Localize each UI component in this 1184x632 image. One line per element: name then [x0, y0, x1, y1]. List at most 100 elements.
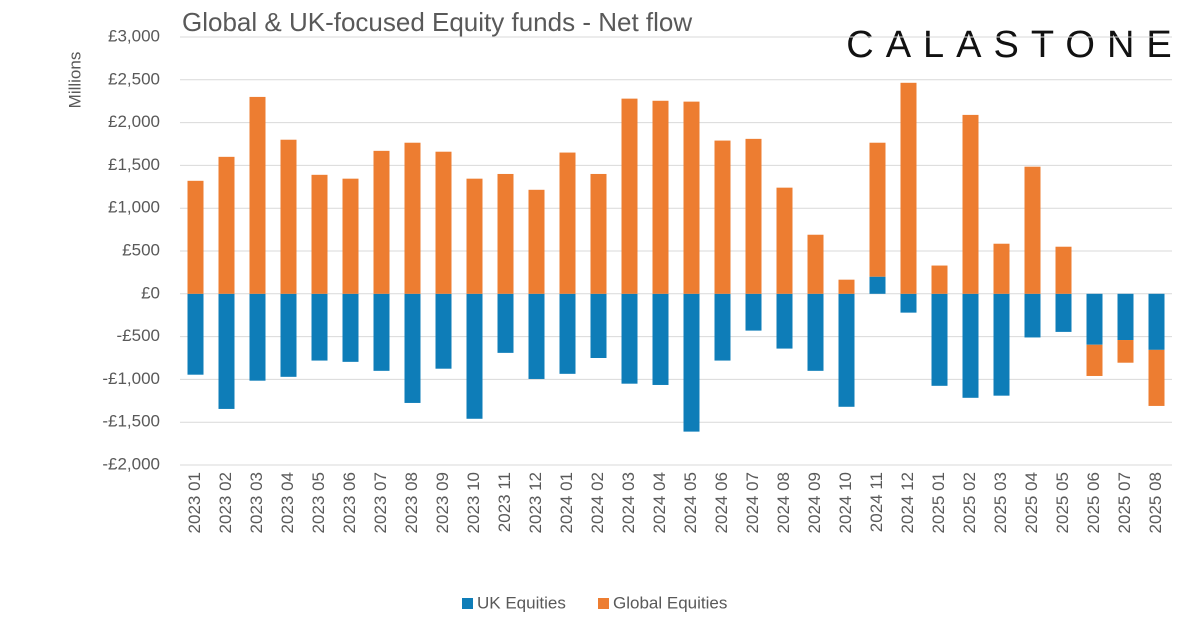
bar	[1055, 246, 1072, 294]
bar	[931, 265, 948, 294]
bar	[590, 173, 607, 294]
legend-swatch	[462, 598, 473, 609]
x-tick-label: 2025 04	[1022, 472, 1041, 533]
x-tick-label: 2024 01	[557, 472, 576, 533]
x-tick-label: 2023 05	[309, 472, 328, 533]
bar	[342, 293, 359, 362]
bar	[1024, 293, 1041, 338]
x-tick-label: 2024 12	[898, 472, 917, 533]
y-tick-label: £3,000	[108, 26, 160, 45]
bar	[497, 293, 514, 353]
x-tick-label: 2023 02	[216, 472, 235, 533]
bar	[311, 174, 328, 294]
x-tick-label: 2023 11	[495, 472, 514, 532]
bar	[993, 293, 1010, 396]
bar	[249, 96, 266, 294]
y-tick-label: £0	[141, 283, 160, 302]
x-tick-label: 2024 04	[650, 472, 669, 533]
bar	[1148, 349, 1165, 406]
y-tick-label: £1,000	[108, 198, 160, 217]
bar	[218, 156, 235, 294]
bar	[404, 293, 421, 403]
x-tick-label: 2023 12	[526, 472, 545, 533]
bar	[466, 178, 483, 294]
x-tick-label: 2023 04	[278, 472, 297, 533]
x-tick-label: 2025 02	[960, 472, 979, 533]
bar	[900, 82, 917, 294]
bar	[1055, 293, 1072, 332]
bar	[683, 101, 700, 294]
bar	[218, 293, 235, 409]
x-tick-label: 2025 08	[1146, 472, 1165, 533]
bar	[807, 234, 824, 294]
bar	[590, 293, 607, 358]
bar	[404, 142, 421, 294]
x-tick-label: 2023 08	[402, 472, 421, 533]
bar	[838, 279, 855, 294]
bar	[528, 189, 545, 294]
bar	[993, 243, 1010, 294]
y-axis-title: Millions	[65, 52, 84, 109]
y-tick-label: -£2,000	[102, 454, 160, 473]
bar	[776, 187, 793, 294]
bar	[962, 114, 979, 294]
x-tick-label: 2023 06	[340, 472, 359, 533]
x-tick-label: 2024 09	[805, 472, 824, 533]
bar	[559, 293, 576, 374]
bar	[280, 139, 297, 294]
bar	[745, 138, 762, 294]
bar	[714, 293, 731, 361]
x-tick-label: 2025 05	[1053, 472, 1072, 533]
bar	[776, 293, 793, 349]
bar	[621, 293, 638, 384]
y-tick-label: £2,000	[108, 112, 160, 131]
x-tick-label: 2024 07	[743, 472, 762, 533]
bar	[342, 178, 359, 294]
legend-label: Global Equities	[613, 593, 727, 612]
bar	[280, 293, 297, 377]
bar	[1117, 293, 1134, 341]
bar	[559, 152, 576, 294]
bar	[435, 151, 452, 294]
bar	[745, 293, 762, 331]
bar	[1117, 340, 1134, 363]
bar	[1024, 166, 1041, 294]
x-tick-label: 2024 06	[712, 472, 731, 533]
x-tick-label: 2024 03	[619, 472, 638, 533]
bar	[683, 293, 700, 432]
bar	[466, 293, 483, 419]
bar	[838, 293, 855, 407]
x-tick-label: 2023 09	[433, 472, 452, 533]
y-tick-label: -£1,500	[102, 412, 160, 431]
x-tick-label: 2023 07	[371, 472, 390, 533]
bar	[1086, 344, 1103, 376]
bar	[869, 276, 886, 294]
bar	[311, 293, 328, 361]
chart-title: Global & UK-focused Equity funds - Net f…	[182, 7, 692, 37]
bar	[652, 293, 669, 385]
bar	[528, 293, 545, 379]
legend-label: UK Equities	[477, 593, 566, 612]
y-tick-label: -£1,000	[102, 369, 160, 388]
x-tick-label: 2024 05	[681, 472, 700, 533]
bar	[373, 150, 390, 294]
bar	[931, 293, 948, 386]
legend-swatch	[598, 598, 609, 609]
bar	[435, 293, 452, 369]
x-tick-label: 2024 02	[588, 472, 607, 533]
bar	[900, 293, 917, 313]
x-tick-label: 2025 06	[1084, 472, 1103, 533]
bar	[807, 293, 824, 371]
x-tick-label: 2024 10	[836, 472, 855, 533]
bar	[1086, 293, 1103, 345]
x-tick-label: 2025 01	[929, 472, 948, 533]
x-tick-label: 2024 08	[774, 472, 793, 533]
x-tick-label: 2023 01	[185, 472, 204, 533]
x-tick-label: 2025 07	[1115, 472, 1134, 533]
y-tick-label: £2,500	[108, 69, 160, 88]
bar	[497, 173, 514, 294]
bar	[652, 100, 669, 294]
logo: CALASTONE	[846, 24, 1183, 66]
x-tick-label: 2023 03	[247, 472, 266, 533]
